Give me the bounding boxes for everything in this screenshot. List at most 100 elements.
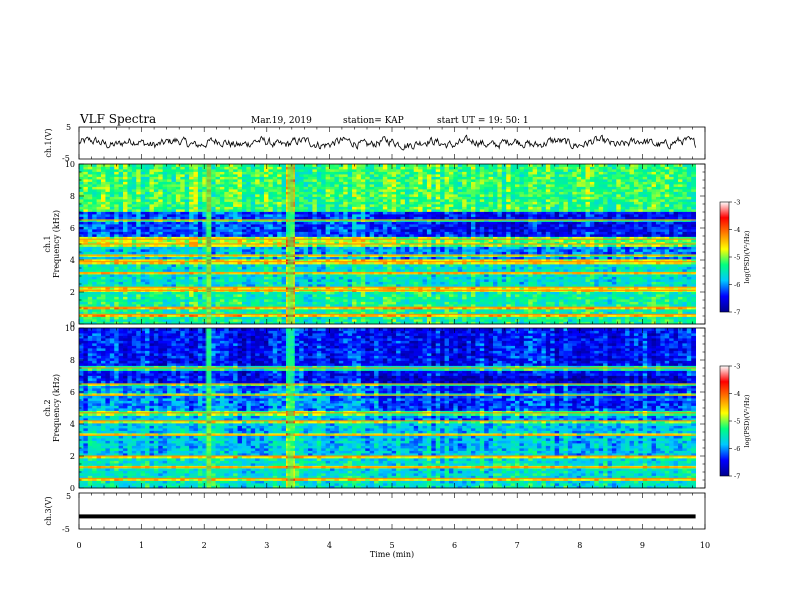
spectrogram-cell	[92, 196, 98, 200]
spectrogram-cell	[404, 174, 410, 177]
spectrogram-cell	[193, 246, 199, 250]
spectrogram-cell	[334, 166, 340, 170]
spectrogram-cell	[334, 319, 340, 322]
spectrogram-cell	[109, 286, 115, 290]
spectrogram-cell	[259, 251, 265, 255]
spectrogram-cell	[215, 304, 221, 307]
spectrogram-cell	[308, 169, 313, 172]
spectrogram-cell	[241, 166, 247, 170]
spectrogram-cell	[202, 226, 208, 230]
spectrogram-cell	[391, 194, 397, 197]
spectrogram-cell	[316, 296, 322, 300]
spectrogram-cell	[167, 166, 172, 170]
spectrogram-cell	[330, 214, 335, 217]
spectrogram-cell	[347, 196, 353, 200]
spectrogram-cell	[325, 256, 331, 260]
spectrogram-cell	[334, 294, 340, 297]
spectrogram-cell	[83, 311, 89, 315]
spectrogram-cell	[246, 221, 252, 225]
spectrogram-cell	[123, 171, 128, 175]
spectrogram-cell	[123, 209, 128, 212]
spectrogram-cell	[299, 216, 305, 220]
spectrogram-cell	[272, 199, 278, 202]
spectrogram-cell	[153, 239, 159, 242]
spectrogram-cell	[162, 166, 168, 170]
spectrogram-cell	[145, 186, 150, 190]
spectrogram-cell	[233, 294, 238, 297]
spectrogram-cell	[224, 199, 230, 202]
spectrogram-cell	[308, 164, 313, 167]
spectrogram-cell	[396, 184, 401, 187]
spectrogram-cell	[131, 231, 137, 235]
spectrogram-cell	[131, 234, 137, 237]
spectrogram-cell	[140, 296, 146, 300]
spectrogram-cell	[211, 276, 216, 280]
spectrogram-cell	[101, 179, 106, 182]
spectrogram-cell	[382, 171, 388, 175]
spectrogram-cell	[158, 296, 164, 300]
spectrogram-cell	[299, 321, 305, 325]
spectrogram-cell	[101, 216, 106, 220]
spectrogram-cell	[193, 196, 199, 200]
spectrogram-cell	[175, 189, 181, 192]
spectrogram-cell	[149, 174, 155, 177]
spectrogram-cell	[378, 216, 384, 220]
spectrogram-cell	[189, 319, 194, 322]
spectrogram-cell	[96, 196, 102, 200]
spectrogram-cell	[330, 201, 335, 205]
spectrogram-cell	[193, 281, 199, 285]
spectrogram-cell	[369, 246, 375, 250]
spectrogram-cell	[197, 234, 203, 237]
spectrogram-cell	[167, 184, 172, 187]
spectrogram-cell	[356, 311, 362, 315]
spectrogram-cell	[114, 266, 120, 270]
spectrogram-cell	[233, 299, 238, 302]
spectrogram-cell	[197, 174, 203, 177]
spectrogram-cell	[114, 224, 120, 227]
spectrogram-cell	[114, 309, 120, 312]
spectrogram-cell	[356, 259, 362, 262]
spectrogram-cell	[255, 226, 260, 230]
spectrogram-cell	[343, 264, 349, 267]
spectrogram-cell	[347, 171, 353, 175]
spectrogram-cell	[211, 246, 216, 250]
spectrogram-cell	[197, 229, 203, 232]
spectrogram-cell	[228, 246, 234, 250]
spectrogram-cell	[202, 211, 208, 215]
spectrogram-cell	[378, 321, 384, 325]
spectrogram-cell	[259, 284, 265, 287]
spectrogram-cell	[259, 274, 265, 277]
spectrogram-cell	[255, 211, 260, 215]
spectrogram-cell	[246, 304, 252, 307]
spectrogram-cell	[145, 239, 150, 242]
spectrogram-cell	[360, 316, 366, 320]
spectrogram-cell	[378, 164, 384, 167]
spectrogram-cell	[105, 224, 111, 227]
spectrogram-cell	[175, 311, 181, 315]
spectrogram-cell	[87, 209, 93, 212]
spectrogram-cell	[228, 196, 234, 200]
spectrogram-cell	[92, 189, 98, 192]
spectrogram-cell	[387, 256, 393, 260]
spectrogram-cell	[228, 306, 234, 310]
spectrogram-cell	[92, 206, 98, 210]
spectrogram-cell	[255, 306, 260, 310]
spectrogram-cell	[316, 174, 322, 177]
spectrogram-cell	[237, 276, 243, 280]
spectrogram-cell	[409, 201, 415, 205]
spectrogram-cell	[237, 256, 243, 260]
spectrogram-cell	[105, 221, 111, 225]
spectrogram-cell	[334, 286, 340, 290]
spectrogram-cell	[308, 321, 313, 325]
spectrogram-cell	[312, 286, 318, 290]
spectrogram-cell	[167, 194, 172, 197]
spectrogram-cell	[109, 169, 115, 172]
spectrogram-cell	[193, 249, 199, 252]
spectrogram-cell	[321, 191, 327, 195]
spectrogram-cell	[171, 269, 177, 272]
spectrogram-cell	[281, 226, 287, 230]
spectrogram-cell	[114, 246, 120, 250]
spectrogram-cell	[92, 316, 98, 320]
spectrogram-cell	[167, 174, 172, 177]
spectrogram-cell	[211, 299, 216, 302]
